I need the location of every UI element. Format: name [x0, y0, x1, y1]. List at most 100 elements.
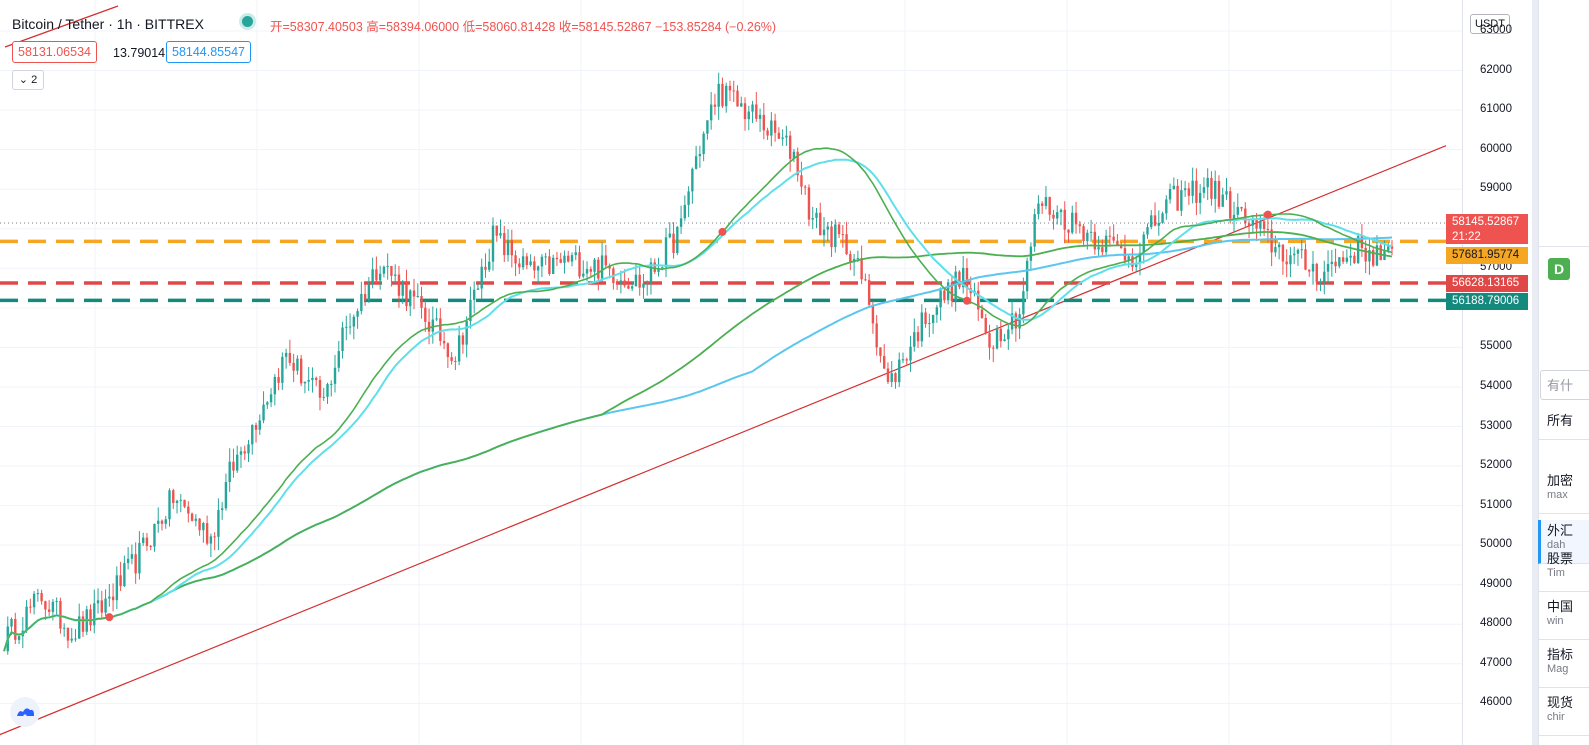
candle-body: [574, 252, 577, 256]
candle-body: [529, 261, 532, 266]
candle-body: [209, 536, 213, 544]
candle-body: [1025, 260, 1029, 292]
candle-body: [1375, 245, 1379, 266]
candle-body: [390, 266, 393, 276]
candle-body: [439, 318, 442, 342]
symbol-title[interactable]: Bitcoin / Tether · 1h · BITTREX: [12, 16, 204, 32]
sidebar-resize-handle[interactable]: [1532, 0, 1538, 745]
candle-body: [138, 542, 141, 574]
ma-fast-green-line: [3, 147, 1393, 652]
candle-body: [954, 271, 957, 302]
candle-body: [706, 120, 709, 134]
candle-body: [322, 396, 325, 398]
candle-body: [600, 255, 604, 279]
candle-body: [96, 600, 100, 604]
candle-body: [1187, 188, 1191, 196]
candle-body: [40, 593, 43, 602]
candle-body: [1014, 313, 1018, 329]
price-axis[interactable]: [1462, 0, 1533, 745]
candle-body: [1180, 190, 1183, 211]
candle-body: [694, 156, 698, 169]
candle-body: [491, 225, 495, 262]
sidebar-item-title: 外汇: [1547, 523, 1574, 538]
indicator-value-3[interactable]: 58144.85547: [166, 41, 251, 63]
candle-body: [1172, 185, 1176, 190]
sidebar-item[interactable]: 现货 chir: [1538, 692, 1589, 736]
candle-body: [435, 318, 438, 320]
candle-body: [450, 357, 453, 361]
candle-body: [1247, 223, 1251, 226]
red-level-label: 56628.13165: [1446, 275, 1528, 292]
candle-body: [755, 104, 758, 119]
candle-body: [1007, 329, 1010, 340]
price-tick-label: 57000: [1480, 261, 1512, 274]
sidebar-item[interactable]: 中国 win: [1538, 596, 1589, 640]
indicator-collapse-button[interactable]: ⌄ 2: [12, 70, 44, 90]
candle-body: [905, 359, 908, 361]
candle-body: [1289, 255, 1292, 265]
price-tick-label: 47000: [1480, 656, 1512, 669]
candle-body: [1326, 263, 1330, 272]
candle-body: [664, 237, 668, 268]
candle-body: [894, 373, 897, 383]
tradingview-logo-icon[interactable]: [10, 697, 40, 727]
candle-body: [442, 341, 446, 344]
candle-body: [875, 323, 878, 348]
candle-body: [924, 312, 927, 325]
candle-body: [149, 545, 152, 547]
last-price-label: 58145.52867 21:22: [1446, 214, 1528, 244]
candle-body: [1040, 203, 1044, 206]
candle-body: [326, 384, 329, 397]
candle-body: [284, 352, 288, 357]
candle-body: [627, 285, 630, 289]
candle-body: [78, 616, 81, 639]
sidebar-search-input[interactable]: 有什: [1540, 370, 1589, 400]
candle-body: [740, 103, 743, 107]
candle-body: [1044, 197, 1048, 206]
sidebar-item[interactable]: 指标 Mag: [1538, 644, 1589, 688]
currency-label[interactable]: USDT: [1470, 14, 1510, 34]
candle-body: [615, 282, 619, 284]
candle-body: [1232, 214, 1236, 219]
price-tick-label: 48000: [1480, 617, 1512, 630]
legend-bar: Bitcoin / Tether · 1h · BITTREX 开=58307.…: [0, 0, 1462, 44]
candle-body: [792, 151, 796, 159]
candle-body: [773, 120, 777, 133]
candle-body: [348, 326, 352, 328]
candle-body: [977, 290, 980, 310]
chart-area[interactable]: [0, 0, 1462, 745]
candle-body: [1097, 247, 1100, 250]
candle-body: [123, 563, 126, 587]
price-chart[interactable]: [0, 0, 1462, 745]
candle-body: [281, 356, 284, 383]
candle-body: [1387, 246, 1390, 251]
candle-body: [709, 104, 713, 121]
candle-body: [1048, 197, 1051, 215]
candle-body: [1221, 194, 1224, 207]
candle-body: [1127, 256, 1130, 261]
sidebar-item[interactable]: 外汇 dah: [1538, 520, 1589, 564]
candle-body: [145, 537, 149, 546]
candle-body: [251, 425, 254, 445]
sidebar-item[interactable]: 所有: [1538, 410, 1589, 440]
candle-body: [134, 554, 137, 574]
candle-body: [461, 335, 465, 345]
badge-icon[interactable]: D: [1548, 258, 1570, 280]
candle-body: [190, 513, 194, 521]
candle-body: [367, 284, 371, 301]
candle-body: [307, 380, 310, 382]
candle-body: [378, 273, 382, 281]
candle-body: [822, 229, 826, 236]
sidebar-item[interactable]: 加密 max: [1538, 470, 1589, 514]
candle-body: [758, 114, 762, 119]
candle-body: [582, 273, 585, 277]
candle-body: [950, 282, 954, 302]
cross-marker: [105, 613, 114, 622]
candle-body: [401, 283, 404, 296]
candle-body: [495, 225, 498, 236]
sidebar-item[interactable]: 股票 Tim: [1538, 548, 1589, 592]
indicator-value-1[interactable]: 58131.06534: [12, 41, 97, 63]
price-tick-label: 49000: [1480, 577, 1512, 590]
candle-body: [1229, 191, 1232, 219]
candle-body: [999, 328, 1003, 342]
